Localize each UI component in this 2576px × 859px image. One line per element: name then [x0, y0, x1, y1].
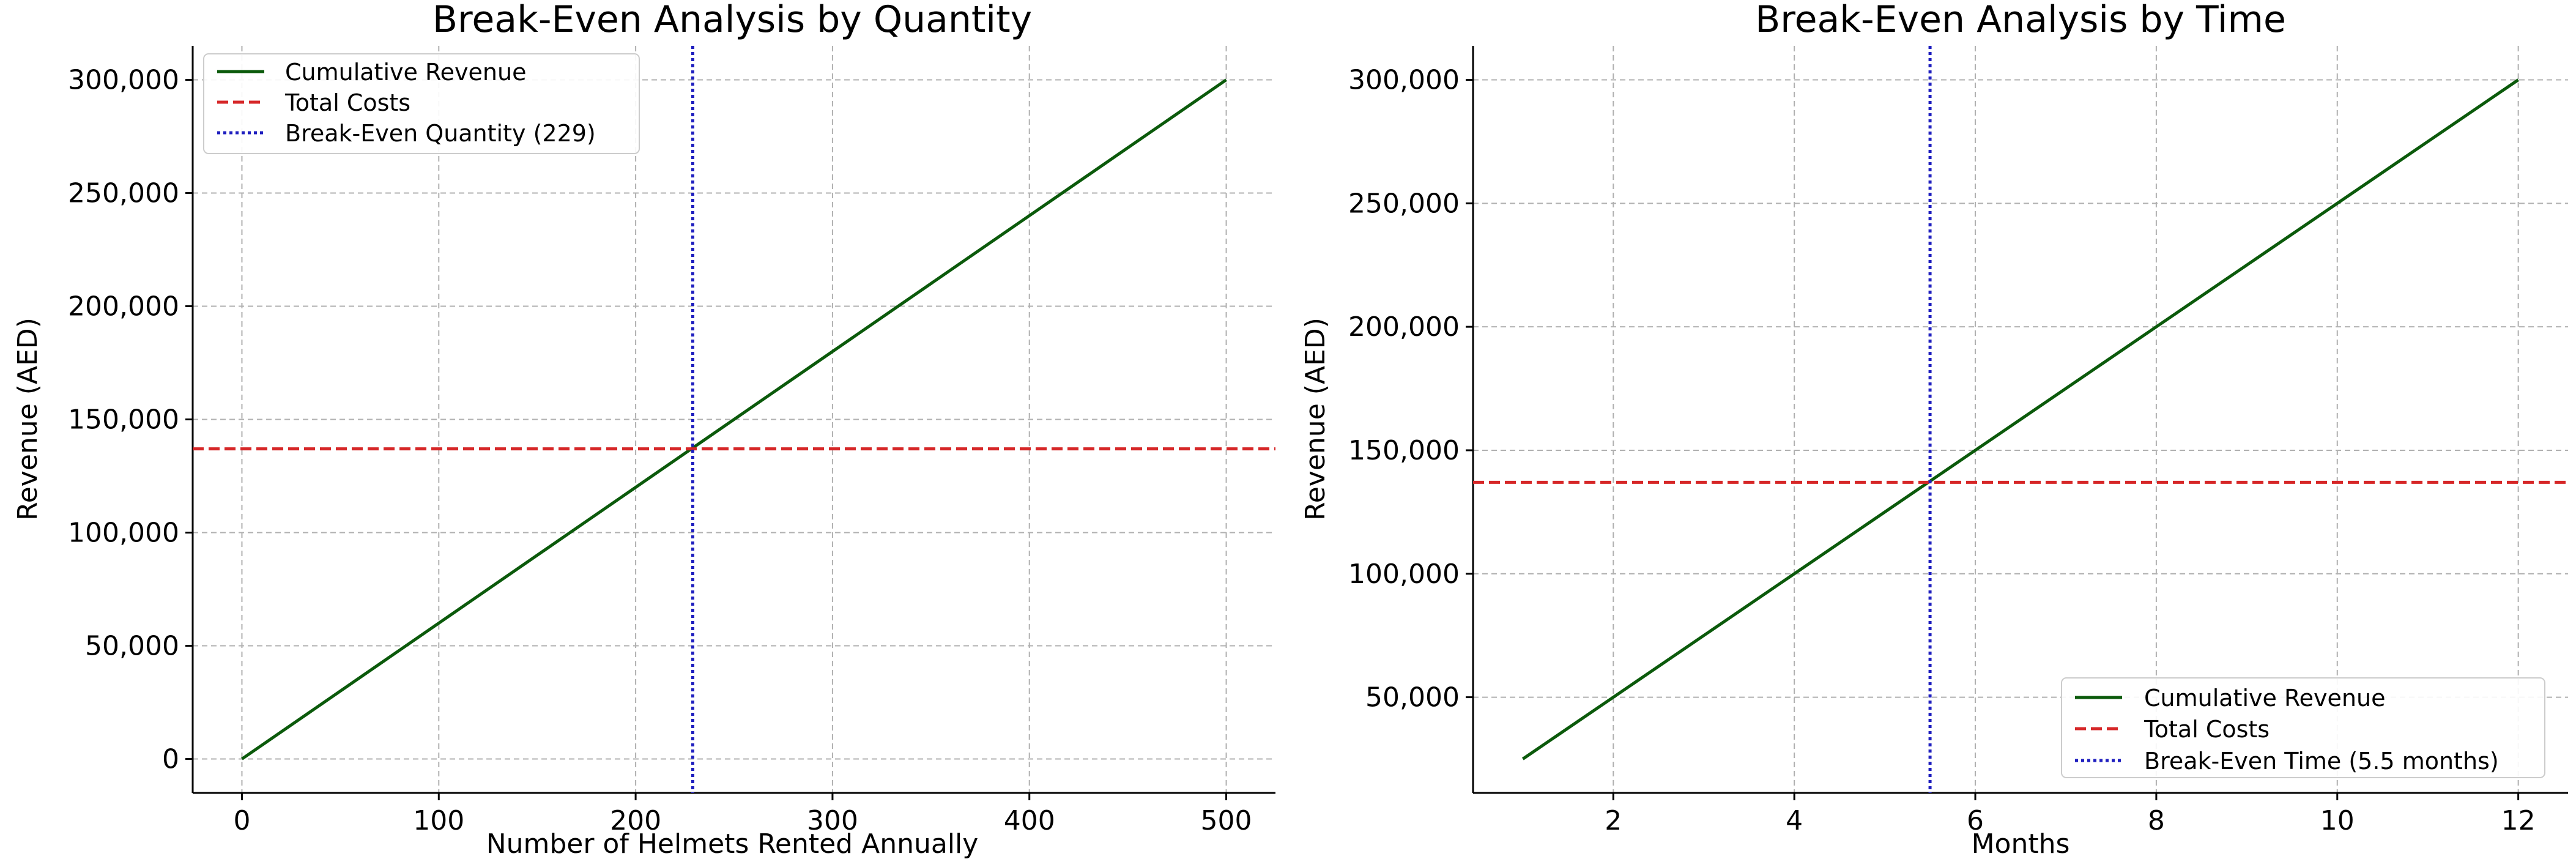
time-legend-label-breakeven: Break-Even Time (5.5 months) — [2144, 748, 2499, 775]
time-x-axis-label: Months — [1972, 828, 2070, 859]
time-legend-label-revenue: Cumulative Revenue — [2144, 685, 2385, 712]
quantity-chart-title: Break-Even Analysis by Quantity — [432, 0, 1032, 41]
time-chart-ticks: 2 4 6 8 10 12 50,000 100,000 150,000 200,000 250,0… — [1348, 65, 2536, 837]
quantity-x-tick-label-0: 0 — [233, 805, 250, 836]
quantity-legend-label-costs: Total Costs — [284, 89, 410, 116]
quantity-y-tick-label-5: 250,000 — [68, 178, 179, 209]
time-series-line-0 — [1521, 78, 2520, 760]
time-x-tick-label-5: 12 — [2501, 805, 2536, 836]
time-legend-label-costs: Total Costs — [2144, 716, 2270, 743]
time-x-tick-label-0: 2 — [1605, 805, 1622, 836]
time-legend-frame — [2061, 677, 2545, 778]
quantity-x-tick-label-4: 400 — [1004, 805, 1055, 836]
quantity-legend-label-breakeven: Break-Even Quantity (229) — [285, 120, 596, 147]
quantity-y-tick-label-3: 150,000 — [68, 404, 179, 436]
time-x-tick-label-4: 10 — [2320, 805, 2355, 836]
time-x-tick-label-2: 6 — [1967, 805, 1984, 836]
time-y-tick-label-4: 250,000 — [1348, 188, 1460, 219]
quantity-chart-ticks: 0 100 200 300 400 500 0 50,000 100,000 150,000 200… — [68, 65, 1252, 837]
time-y-tick-label-5: 300,000 — [1348, 65, 1460, 96]
quantity-chart-series — [193, 46, 1275, 793]
quantity-chart-legend: Cumulative Revenue Total Costs Break-Eve… — [203, 53, 640, 154]
time-y-tick-label-1: 100,000 — [1348, 559, 1460, 590]
time-chart-series — [1473, 46, 2568, 793]
time-chart-axes — [1472, 46, 2568, 794]
quantity-x-tick-label-2: 200 — [610, 805, 661, 836]
quantity-chart-panel: Break-Even Analysis by Quantity 0 100 200 3… — [12, 0, 1275, 859]
quantity-y-tick-label-4: 200,000 — [68, 291, 179, 322]
quantity-y-tick-label-1: 50,000 — [85, 631, 179, 662]
quantity-y-tick-label-6: 300,000 — [68, 65, 179, 96]
time-y-axis-label: Revenue (AED) — [1300, 318, 1331, 521]
quantity-legend-label-revenue: Cumulative Revenue — [285, 59, 526, 86]
quantity-legend-frame — [203, 53, 640, 154]
time-y-tick-label-3: 200,000 — [1348, 311, 1460, 343]
time-chart-panel: Break-Even Analysis by Time 2 4 6 8 10 12 50,0… — [1300, 0, 2568, 859]
quantity-y-axis-label: Revenue (AED) — [12, 318, 43, 521]
time-chart-title: Break-Even Analysis by Time — [1755, 0, 2286, 41]
quantity-x-tick-label-3: 300 — [807, 805, 858, 836]
time-chart-legend: Cumulative Revenue Total Costs Break-Eve… — [2061, 677, 2545, 778]
quantity-series-line-0 — [241, 78, 1227, 760]
time-x-tick-label-3: 8 — [2148, 805, 2165, 836]
time-x-tick-label-1: 4 — [1786, 805, 1803, 836]
quantity-x-axis-label: Number of Helmets Rented Annually — [486, 828, 979, 859]
quantity-x-tick-label-5: 500 — [1201, 805, 1252, 836]
time-y-tick-label-2: 150,000 — [1348, 435, 1460, 466]
quantity-y-tick-label-0: 0 — [162, 744, 179, 775]
quantity-x-tick-label-1: 100 — [413, 805, 464, 836]
time-y-tick-label-0: 50,000 — [1365, 682, 1460, 713]
quantity-y-tick-label-2: 100,000 — [68, 518, 179, 549]
